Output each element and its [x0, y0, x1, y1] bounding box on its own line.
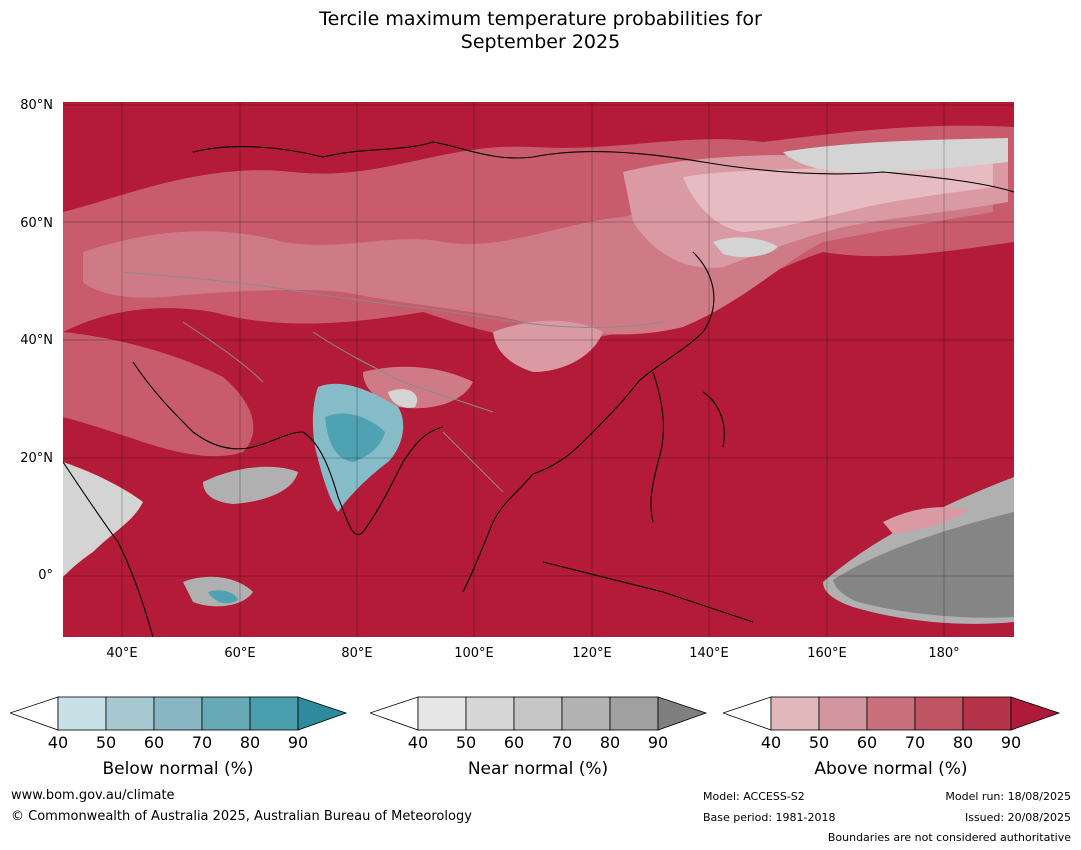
legend-below-tick-40: 40 [47, 733, 69, 752]
legend-below-upper-extension [297, 696, 348, 731]
issued-date: Issued: 20/08/2025 [964, 811, 1071, 824]
legend-above-colorbar [723, 694, 1061, 734]
legend-below-bin-70 [201, 696, 251, 731]
legend-above-bin-40 [770, 696, 820, 731]
region-india-below-80 [325, 413, 385, 462]
region-pacific-rim-50 [883, 507, 968, 534]
legend-below-bin-60 [153, 696, 203, 731]
legend-above-tick-60: 60 [856, 733, 878, 752]
title-line-2: September 2025 [460, 31, 621, 53]
lon-label-40e: 40°E [106, 646, 138, 661]
lat-label-80n: 80°N [20, 98, 53, 113]
probability-map [63, 102, 1014, 637]
legend-near-colorbar [370, 694, 708, 734]
region-india-near-rim [388, 389, 418, 408]
region-arabia-70 [63, 332, 254, 457]
coastlines [63, 141, 1014, 637]
legend-below-tick-90: 90 [287, 733, 309, 752]
chart-title: Tercile maximum temperature probabilitie… [0, 8, 1081, 54]
legend-near-tick-80: 80 [599, 733, 621, 752]
legend-below-tick-50: 50 [95, 733, 117, 752]
legend-above-bin-50 [818, 696, 868, 731]
lat-label-60n: 60°N [20, 216, 53, 231]
legend-below-tick-70: 70 [191, 733, 213, 752]
lon-label-180: 180° [928, 646, 960, 661]
lon-label-100e: 100°E [454, 646, 494, 661]
lat-label-0: 0° [38, 568, 53, 583]
region-kamchatka-near [713, 237, 778, 258]
legend-below-tick-80: 80 [239, 733, 261, 752]
legend-above-title: Above normal (%) [814, 759, 968, 779]
region-pacific-near-90 [833, 512, 1014, 618]
legend-near-tick-60: 60 [503, 733, 525, 752]
lon-label-80e: 80°E [341, 646, 373, 661]
region-indian-ocean-below [208, 590, 238, 604]
region-arctic-near [783, 138, 1008, 173]
legend-above-tick-50: 50 [808, 733, 830, 752]
website-link[interactable]: www.bom.gov.au/climate [11, 788, 175, 803]
title-line-1: Tercile maximum temperature probabilitie… [319, 8, 762, 30]
legend-near-bin-50 [465, 696, 515, 731]
copyright-text: © Commonwealth of Australia 2025, Austra… [11, 809, 472, 824]
region-mongolia-50 [493, 320, 603, 372]
legend-above-tick-80: 80 [952, 733, 974, 752]
legend-above-lower-extension [723, 696, 772, 731]
legend-near-bin-80 [609, 696, 659, 731]
lon-label-120e: 120°E [572, 646, 612, 661]
lat-label-20n: 20°N [20, 451, 53, 466]
model-run-date: Model run: 18/08/2025 [945, 790, 1071, 803]
legend-near-bin-40 [417, 696, 467, 731]
legend-below-title: Below normal (%) [102, 759, 254, 779]
legend-above-tick-70: 70 [904, 733, 926, 752]
legend-near-bin-60 [513, 696, 563, 731]
region-arabian-sea-near [203, 466, 298, 504]
legend-near-lower-extension [370, 696, 419, 731]
legend-above-bin-60 [866, 696, 916, 731]
legend-below-tick-60: 60 [143, 733, 165, 752]
legend-below-bin-50 [105, 696, 155, 731]
legend-above-bin-70 [914, 696, 964, 731]
legend-near-title: Near normal (%) [467, 759, 609, 779]
legend-above-tick-90: 90 [1000, 733, 1022, 752]
legend-above-bin-80 [962, 696, 1012, 731]
boundaries [122, 271, 664, 493]
lat-label-40n: 40°N [20, 333, 53, 348]
legend-near-tick-50: 50 [455, 733, 477, 752]
lon-label-160e: 160°E [807, 646, 847, 661]
legend-near-bin-70 [561, 696, 611, 731]
legend-near-tick-40: 40 [407, 733, 429, 752]
map-svg [63, 102, 1014, 637]
graticule [63, 102, 1014, 637]
legend-below-colorbar [10, 694, 348, 734]
boundaries-disclaimer: Boundaries are not considered authoritat… [827, 831, 1071, 844]
region-africa-near [63, 462, 143, 577]
legend-near-upper-extension [657, 696, 708, 731]
legend-near-tick-90: 90 [647, 733, 669, 752]
legend-above-upper-extension [1010, 696, 1061, 731]
legend-near-tick-70: 70 [551, 733, 573, 752]
legend-below-bin-40 [57, 696, 107, 731]
lon-label-140e: 140°E [689, 646, 729, 661]
legend-above-tick-40: 40 [760, 733, 782, 752]
model-name: Model: ACCESS-S2 [703, 790, 805, 803]
base-period: Base period: 1981-2018 [703, 811, 836, 824]
legend-below-bin-80 [249, 696, 299, 731]
legend-below-lower-extension [10, 696, 59, 731]
lon-label-60e: 60°E [224, 646, 256, 661]
